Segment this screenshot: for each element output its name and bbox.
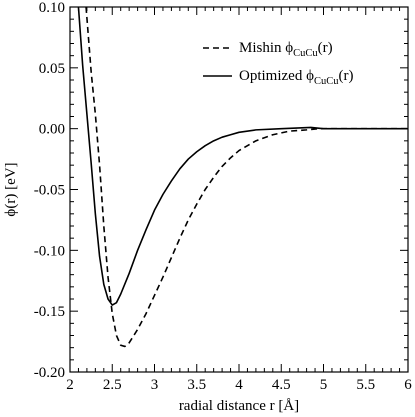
legend-label-optimized: Optimized ϕCuCu(r)	[239, 68, 353, 87]
series-line-optimized	[77, 7, 408, 306]
x-tick-label: 5	[320, 377, 328, 393]
x-tick-label: 3	[151, 377, 159, 393]
x-tick-label: 4.5	[272, 377, 291, 393]
x-axis-label: radial distance r [Å]	[179, 398, 299, 414]
legend-label-mishin-sub: CuCu	[293, 48, 318, 59]
series-line-mishin	[85, 7, 408, 348]
legend-label-mishin-suffix: (r)	[318, 40, 333, 56]
ticks-layer: 2 2.5 3 3.5 4 4.5 5 5.5 6 0.10 0.05 0.00 -0.05 -0.10 -…	[34, 0, 413, 393]
legend-label-optimized-main: Optimized ϕ	[239, 68, 314, 84]
x-tick-label: 5.5	[356, 377, 375, 393]
legend: Mishin ϕCuCu(r) Optimized ϕCuCu(r)	[203, 40, 353, 87]
legend-label-optimized-sub: CuCu	[314, 76, 339, 87]
x-tick-label: 3.5	[187, 377, 206, 393]
x-tick-label: 2	[66, 377, 74, 393]
y-tick-label: 0.10	[39, 0, 65, 16]
series-layer	[77, 7, 408, 348]
y-tick-label: 0.05	[39, 61, 65, 77]
y-tick-label: -0.05	[34, 183, 65, 199]
y-tick-label: -0.10	[34, 243, 65, 259]
plot-frame	[69, 6, 409, 373]
legend-label-mishin-main: Mishin ϕ	[239, 40, 293, 56]
y-tick-label: -0.15	[34, 304, 65, 320]
legend-label-mishin: Mishin ϕCuCu(r)	[239, 40, 333, 59]
y-tick-label: -0.20	[34, 365, 65, 381]
x-tick-label: 4	[235, 377, 243, 393]
y-axis-label: ϕ(r) [eV]	[3, 162, 19, 216]
legend-label-optimized-suffix: (r)	[338, 68, 353, 84]
x-tick-label: 6	[404, 377, 412, 393]
y-tick-label: 0.00	[39, 122, 65, 138]
x-tick-label: 2.5	[103, 377, 122, 393]
